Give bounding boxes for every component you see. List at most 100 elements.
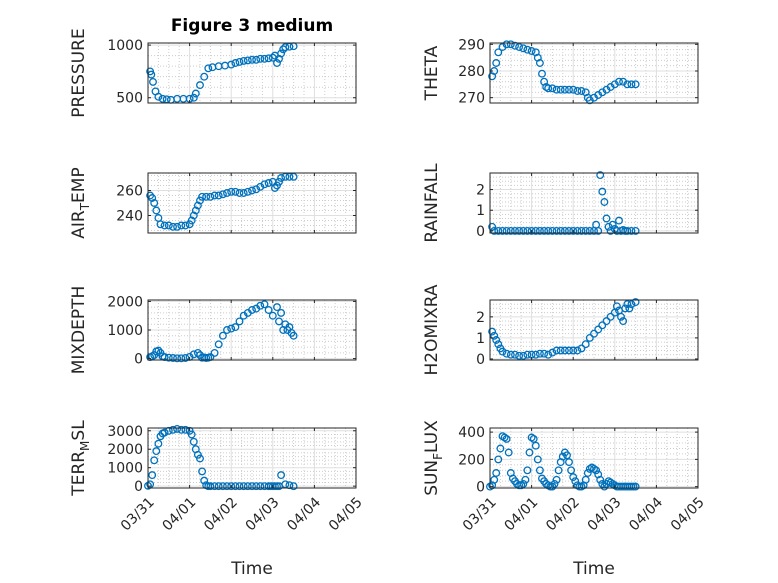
- data-point: [631, 298, 640, 307]
- data-point: [519, 351, 528, 360]
- data-point: [231, 323, 240, 332]
- data-point: [533, 455, 542, 464]
- data-point: [527, 47, 536, 55]
- data-point: [252, 55, 261, 64]
- data-point: [252, 185, 261, 194]
- data-point: [275, 317, 283, 326]
- data-point: [185, 220, 194, 229]
- data-point: [535, 349, 544, 358]
- data-point: [581, 475, 590, 484]
- data-point: [243, 56, 252, 65]
- data-point: [177, 425, 186, 434]
- data-point: [565, 458, 573, 467]
- axes-box: [489, 42, 699, 104]
- y-tick-label: 1000: [107, 38, 143, 54]
- data-point: [218, 482, 227, 491]
- data-point: [558, 452, 567, 461]
- x-tick-label: 03/31: [118, 494, 158, 534]
- data-point: [256, 301, 265, 310]
- data-point: [492, 59, 501, 67]
- data-point: [164, 221, 173, 230]
- data-point: [571, 477, 580, 486]
- figure-title: Figure 3 medium: [171, 16, 333, 36]
- axes-box: [147, 427, 357, 489]
- data-point: [565, 226, 573, 235]
- y-tick-label: 260: [116, 184, 143, 200]
- axes-box: [489, 172, 699, 234]
- data-point: [606, 312, 615, 321]
- y-tick-label: 400: [458, 425, 485, 441]
- data-point: [243, 187, 252, 196]
- data-point: [519, 479, 528, 488]
- data-point: [248, 186, 256, 195]
- data-point: [239, 56, 248, 65]
- data-point: [515, 43, 524, 51]
- axes-box: [489, 427, 699, 489]
- data-point: [596, 475, 605, 484]
- data-point: [594, 325, 603, 334]
- data-point: [210, 482, 219, 491]
- data-point: [623, 300, 632, 309]
- data-point: [154, 346, 163, 355]
- y-axis-label: SUNFLUX: [422, 420, 445, 496]
- data-point: [627, 300, 636, 309]
- subplot-4: 0 1000 2000 MIXDEPTH: [69, 286, 357, 374]
- data-point: [531, 350, 540, 359]
- data-point: [594, 226, 603, 235]
- data-point: [602, 214, 611, 223]
- subplot-0: 500 1000 PRESSURE: [69, 28, 357, 118]
- data-point: [519, 226, 528, 235]
- data-point: [531, 226, 540, 235]
- data-point: [160, 221, 169, 230]
- data-point: [285, 481, 294, 490]
- data-point: [523, 350, 532, 359]
- y-axis-label: H2OMIXRA: [422, 284, 442, 375]
- data-point: [556, 85, 565, 94]
- data-point: [529, 434, 538, 443]
- data-point: [492, 336, 501, 344]
- data-point: [511, 41, 519, 50]
- data-point: [577, 87, 586, 95]
- y-tick-label: 270: [458, 91, 485, 107]
- data-point: [585, 333, 594, 342]
- data-point: [552, 85, 561, 94]
- data-point: [504, 448, 513, 457]
- data-point: [540, 349, 549, 358]
- y-tick-label: 240: [116, 209, 143, 225]
- data-point: [502, 349, 511, 358]
- data-point: [277, 471, 286, 480]
- data-point: [260, 180, 269, 189]
- data-point: [187, 430, 196, 439]
- data-point: [581, 340, 590, 349]
- data-point: [256, 482, 265, 491]
- data-point: [531, 441, 540, 450]
- y-tick-label: 0: [476, 480, 485, 496]
- data-point: [511, 350, 519, 359]
- y-tick-label: 0: [134, 479, 143, 495]
- x-axis-label-right: Time: [572, 559, 615, 579]
- data-point: [500, 433, 509, 442]
- data-point: [223, 189, 231, 197]
- data-point: [523, 45, 532, 54]
- y-tick-label: 290: [458, 37, 485, 53]
- data-point: [521, 475, 530, 484]
- data-point: [243, 482, 252, 491]
- subplot-5: 0 1 2 H2OMIXRA: [422, 284, 699, 376]
- data-point: [150, 456, 159, 465]
- x-tick-label: 04/04: [626, 494, 666, 534]
- data-point: [218, 331, 227, 340]
- data-point: [552, 226, 561, 235]
- data-point: [511, 226, 519, 235]
- data-point: [544, 226, 553, 235]
- data-point: [498, 226, 507, 235]
- data-point: [631, 80, 640, 89]
- data-point: [256, 182, 265, 191]
- data-point: [198, 467, 207, 476]
- data-point: [554, 466, 563, 475]
- y-tick-label: 3000: [107, 424, 143, 440]
- y-tick-label: 2000: [107, 294, 143, 310]
- data-point: [189, 93, 198, 102]
- y-tick-label: 200: [458, 452, 485, 468]
- data-point: [189, 211, 198, 220]
